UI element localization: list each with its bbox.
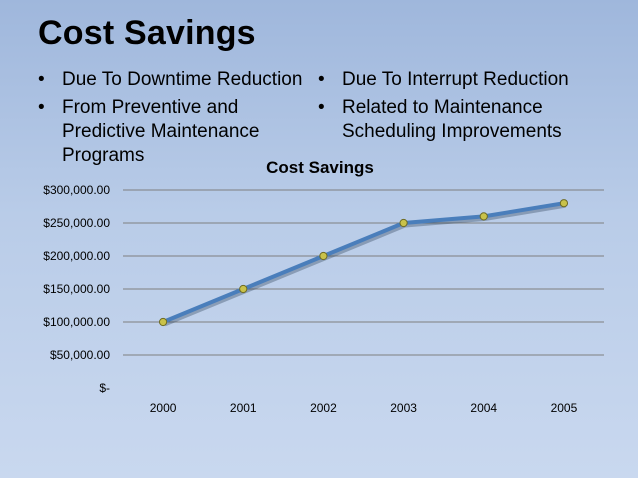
series-line-shadow bbox=[163, 202, 566, 327]
x-tick-label: 2001 bbox=[230, 401, 257, 415]
y-tick-label: $50,000.00 bbox=[50, 348, 110, 362]
data-point bbox=[399, 218, 408, 228]
bullet-dot: • bbox=[38, 97, 45, 118]
bullet-dot: • bbox=[318, 97, 325, 118]
y-tick-label: $100,000.00 bbox=[43, 315, 110, 329]
x-tick-label: 2003 bbox=[390, 401, 417, 415]
y-tick-label: $250,000.00 bbox=[43, 216, 110, 230]
bullet-item: • Related to Maintenance Scheduling Impr… bbox=[318, 96, 618, 144]
series-line bbox=[162, 201, 565, 324]
bullet-list-left: • Due To Downtime Reduction • From Preve… bbox=[38, 68, 318, 172]
bullet-text: Due To Interrupt Reduction bbox=[342, 69, 569, 90]
data-point bbox=[239, 284, 248, 294]
x-tick-label: 2005 bbox=[551, 401, 578, 415]
y-tick-label: $300,000.00 bbox=[43, 183, 110, 197]
x-tick-label: 2000 bbox=[150, 401, 177, 415]
y-tick-label: $- bbox=[99, 381, 110, 395]
data-point bbox=[479, 212, 488, 221]
data-point bbox=[559, 199, 569, 208]
slide-title: Cost Savings bbox=[38, 14, 256, 52]
bullet-item: • From Preventive and Predictive Mainten… bbox=[38, 96, 318, 168]
x-tick-label: 2002 bbox=[310, 401, 337, 415]
bullet-dot: • bbox=[318, 69, 325, 90]
bullet-list-right: • Due To Interrupt Reduction • Related t… bbox=[318, 68, 618, 148]
x-tick-label: 2004 bbox=[470, 401, 497, 415]
bullet-text: Related to Maintenance Scheduling Improv… bbox=[342, 97, 562, 142]
bullet-text: From Preventive and Predictive Maintenan… bbox=[62, 97, 260, 166]
chart-title: Cost Savings bbox=[266, 158, 374, 177]
y-tick-label: $150,000.00 bbox=[43, 282, 110, 296]
bullet-dot: • bbox=[38, 69, 45, 90]
data-point bbox=[158, 317, 168, 327]
bullet-text: Due To Downtime Reduction bbox=[62, 69, 303, 90]
bullet-item: • Due To Downtime Reduction bbox=[38, 68, 318, 92]
y-tick-label: $200,000.00 bbox=[43, 249, 110, 263]
data-point bbox=[319, 251, 328, 261]
bullet-item: • Due To Interrupt Reduction bbox=[318, 68, 618, 92]
